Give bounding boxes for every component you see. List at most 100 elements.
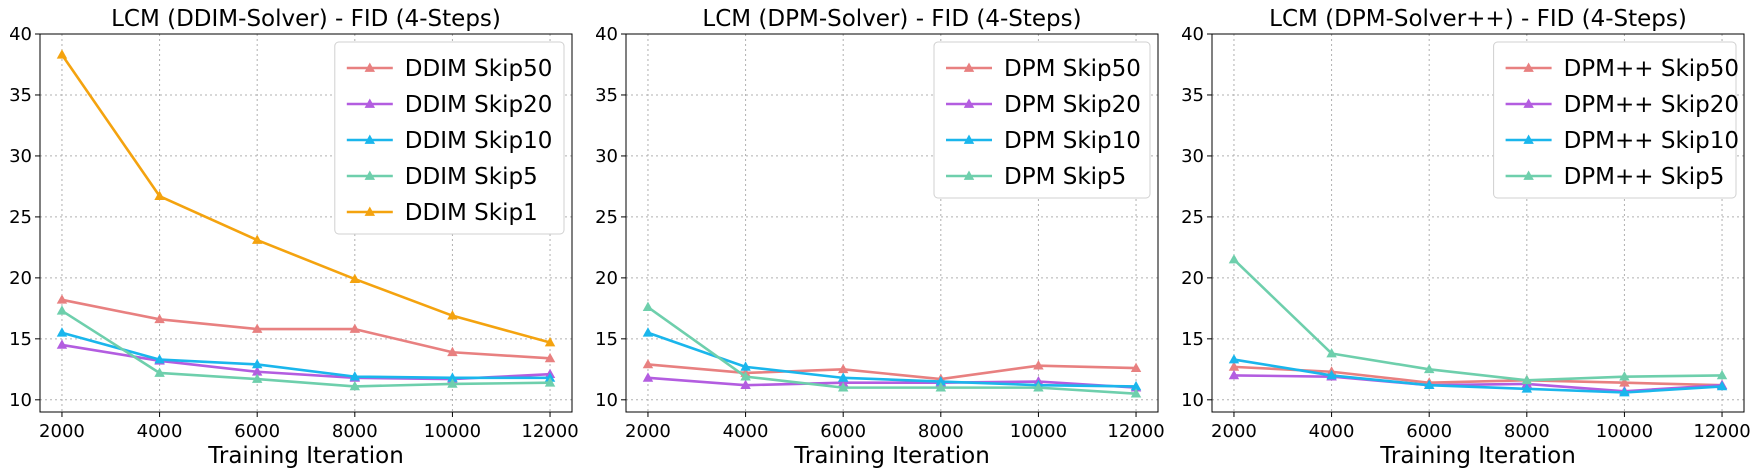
y-tick-label: 25 <box>595 207 618 228</box>
x-tick-label: 2000 <box>1211 421 1257 442</box>
data-point <box>1521 383 1533 393</box>
data-point <box>544 336 556 347</box>
data-point <box>1228 369 1240 380</box>
legend-box <box>334 41 565 235</box>
data-point <box>1228 254 1240 264</box>
y-tick-label: 30 <box>1181 146 1204 167</box>
legend-label: DDIM Skip1 <box>405 200 538 226</box>
legend-marker <box>963 62 975 72</box>
legend-marker <box>1523 98 1534 108</box>
legend-label: DDIM Skip20 <box>405 92 553 118</box>
data-point <box>447 310 458 320</box>
data-point <box>154 354 165 364</box>
legend-marker <box>364 134 376 144</box>
x-tick-label: 8000 <box>1504 421 1550 442</box>
legend-label: DPM++ Skip10 <box>1564 128 1739 154</box>
y-tick-label: 30 <box>595 146 618 167</box>
legend: DDIM Skip50 DDIM Skip20 DDIM Skip10 DDIM Sk… <box>334 41 565 235</box>
legend-label: DPM++ Skip50 <box>1564 56 1739 82</box>
legend-box <box>933 41 1151 199</box>
x-tick-label: 6000 <box>820 421 866 442</box>
legend-label: DDIM Skip5 <box>405 164 538 190</box>
data-point <box>544 372 556 382</box>
data-point <box>1228 361 1240 371</box>
data-point <box>1326 347 1337 358</box>
data-point <box>740 361 751 371</box>
legend: DPM Skip50 DPM Skip20 DPM Skip10 DPM Skip5 <box>933 41 1151 199</box>
data-point <box>1228 354 1240 364</box>
plot-frame <box>39 33 573 413</box>
data-point <box>349 371 361 381</box>
x-tick-label: 12000 <box>1107 421 1164 442</box>
series-line-1 <box>647 363 1137 381</box>
x-tick-label: 4000 <box>1309 421 1355 442</box>
data-point <box>837 372 849 382</box>
series-line-3 <box>647 331 1137 388</box>
data-point <box>1423 363 1435 374</box>
y-tick-label: 15 <box>595 329 618 350</box>
legend-label: DPM Skip5 <box>1004 164 1126 190</box>
x-tick-label: 4000 <box>137 421 183 442</box>
data-point <box>1619 386 1630 397</box>
data-point <box>154 190 165 201</box>
x-axis-label: Training Iteration <box>793 443 990 469</box>
chart-panel-1: 10 15 20 25 30 35 40 2000 4000 6000 8000 10000 12000… <box>9 6 579 469</box>
data-point <box>1033 382 1044 392</box>
legend-marker <box>364 206 376 216</box>
x-axis-label: Training Iteration <box>1379 443 1576 469</box>
y-tick-label: 15 <box>9 329 32 350</box>
x-tick-label: 10000 <box>424 421 481 442</box>
x-axis-label: Training Iteration <box>207 443 404 469</box>
data-point <box>642 372 654 382</box>
legend-marker <box>364 170 376 180</box>
y-tick-label: 10 <box>1181 390 1204 411</box>
data-point <box>251 373 263 383</box>
x-tick-label: 2000 <box>39 421 85 442</box>
data-point <box>447 378 458 388</box>
series-line-3 <box>1233 358 1723 394</box>
data-point <box>56 327 68 337</box>
data-point <box>1716 380 1728 391</box>
legend-marker <box>1523 62 1534 72</box>
data-point <box>154 367 165 377</box>
data-point <box>251 234 263 244</box>
data-point <box>1619 377 1630 387</box>
data-point <box>935 376 947 386</box>
series-line-4 <box>1233 258 1723 382</box>
legend-label: DDIM Skip10 <box>405 128 553 154</box>
y-tick-label: 20 <box>9 268 32 289</box>
y-tick-label: 35 <box>9 85 32 106</box>
series-line-5 <box>60 53 551 344</box>
y-tick-label: 35 <box>1181 85 1204 106</box>
legend-marker <box>364 62 376 72</box>
legend-marker <box>1523 134 1534 144</box>
x-tick-label: 4000 <box>723 421 769 442</box>
legend-label: DDIM Skip50 <box>405 56 553 82</box>
data-point <box>447 372 458 382</box>
x-tick-label: 10000 <box>1596 421 1653 442</box>
data-point <box>154 313 165 324</box>
data-point <box>837 377 849 387</box>
data-point <box>56 294 68 304</box>
legend: DPM++ Skip50 DPM++ Skip20 DPM++ Skip10 DPM+… <box>1493 41 1739 199</box>
data-point <box>740 379 751 390</box>
x-tick-label: 8000 <box>918 421 964 442</box>
y-tick-label: 10 <box>595 390 618 411</box>
y-tick-label: 10 <box>9 390 32 411</box>
plot-frame <box>625 33 1159 413</box>
data-point <box>837 382 849 392</box>
series-line-2 <box>61 343 551 381</box>
legend-label: DPM Skip20 <box>1004 92 1141 118</box>
data-point <box>349 380 361 391</box>
data-point <box>349 323 361 333</box>
y-tick-label: 35 <box>595 85 618 106</box>
data-point <box>740 371 751 381</box>
series-line-1 <box>61 298 551 360</box>
x-tick-label: 12000 <box>521 421 578 442</box>
legend-marker <box>963 134 975 144</box>
data-point <box>1716 369 1728 380</box>
chart-title: LCM (DPM-Solver++) - FID (4-Steps) <box>1269 6 1687 32</box>
data-point <box>544 377 556 387</box>
legend-label: DPM Skip50 <box>1004 56 1141 82</box>
